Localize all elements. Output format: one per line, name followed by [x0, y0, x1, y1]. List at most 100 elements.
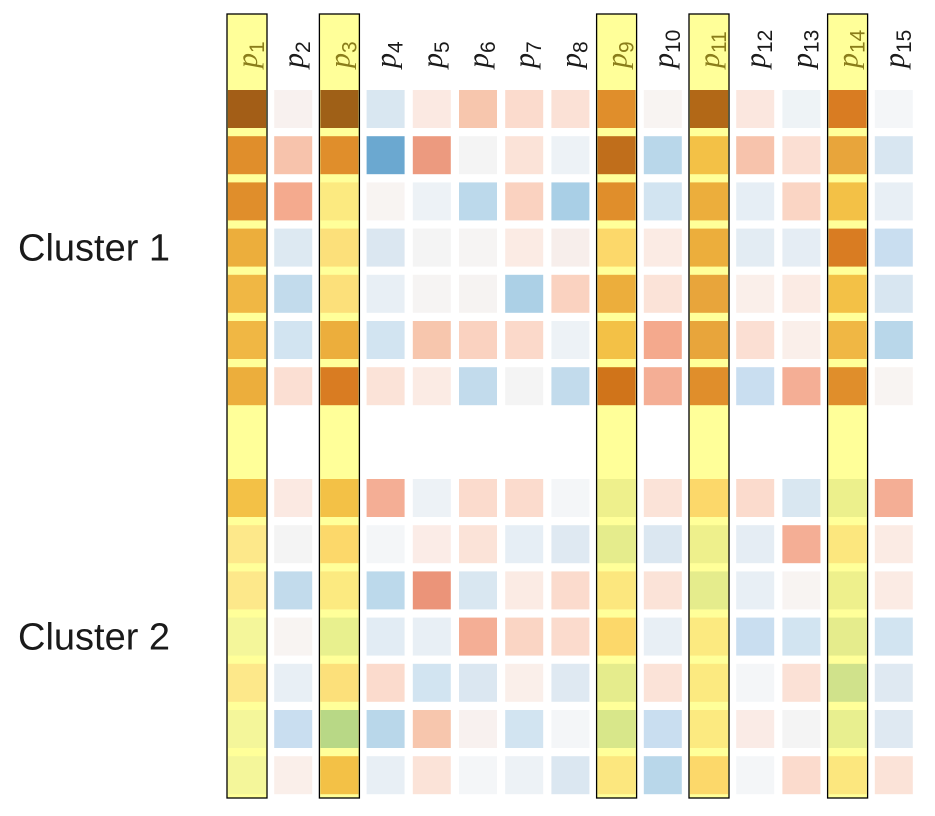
column-label-p7: p7 — [508, 41, 546, 70]
heatmap-cell — [643, 182, 682, 221]
heatmap-cell — [828, 182, 867, 221]
heatmap-cell — [505, 274, 544, 313]
heatmap-cell — [366, 617, 405, 656]
heatmap-cell — [828, 571, 867, 610]
heatmap-cell — [320, 617, 359, 656]
heatmap-cell — [412, 321, 451, 359]
heatmap-cell — [690, 617, 728, 656]
column-label-p3: p3 — [323, 41, 361, 70]
heatmap-cell — [412, 182, 451, 221]
heatmap-cell — [505, 571, 544, 610]
heatmap-cell — [551, 228, 590, 267]
heatmap-cell — [320, 228, 359, 267]
heatmap-cell — [782, 617, 821, 656]
heatmap-cell — [228, 321, 266, 359]
heatmap-cell — [736, 479, 775, 517]
heatmap-cell — [874, 479, 913, 517]
heatmap-cell — [690, 90, 728, 128]
heatmap-cell — [274, 617, 313, 656]
heatmap-cell — [459, 663, 497, 702]
column-label-p1: p1 — [231, 41, 269, 70]
heatmap-cell — [597, 710, 636, 748]
heatmap-cell — [366, 663, 405, 702]
heatmap-cell — [736, 571, 775, 610]
heatmap-cell — [412, 756, 451, 795]
heatmap-cell — [874, 274, 913, 313]
heatmap-cell — [597, 571, 636, 610]
heatmap-cell — [274, 228, 313, 267]
heatmap-cell — [228, 617, 266, 656]
heatmap-cell — [828, 228, 867, 267]
heatmap-cell — [690, 663, 728, 702]
heatmap-cell — [274, 571, 313, 610]
heatmap-cell — [366, 479, 405, 517]
highlight-outline-p1 — [226, 13, 268, 799]
heatmap-cell — [412, 571, 451, 610]
heatmap-cell — [828, 710, 867, 748]
heatmap-cell — [643, 90, 682, 128]
heatmap-cell — [643, 228, 682, 267]
heatmap-cell — [228, 525, 266, 564]
heatmap-cell — [274, 663, 313, 702]
cluster-label: Cluster 1 — [18, 228, 170, 270]
heatmap-cell — [828, 367, 867, 406]
column-label-p14: p14 — [832, 29, 870, 70]
heatmap-cell — [274, 136, 313, 175]
heatmap-cell — [320, 182, 359, 221]
heatmap-cell — [320, 663, 359, 702]
heatmap-cell — [782, 479, 821, 517]
heatmap-cell — [736, 90, 775, 128]
column-label-p5: p5 — [416, 41, 454, 70]
heatmap-cell — [736, 525, 775, 564]
heatmap-cell — [597, 367, 636, 406]
heatmap-cell — [551, 479, 590, 517]
heatmap-cell — [320, 756, 359, 795]
heatmap-cell — [643, 617, 682, 656]
heatmap-cell — [412, 525, 451, 564]
heatmap-cell — [320, 571, 359, 610]
cluster-labels: Cluster 1 Cluster 2 — [18, 228, 170, 659]
heatmap-cell — [551, 710, 590, 748]
heatmap-cell — [782, 756, 821, 795]
heatmap-cell — [551, 525, 590, 564]
heatmap-cell — [459, 617, 497, 656]
heatmap-cell — [782, 182, 821, 221]
heatmap-cell — [551, 756, 590, 795]
heatmap-cell — [274, 479, 313, 517]
heatmap-cell — [874, 525, 913, 564]
heatmap-cell — [366, 710, 405, 748]
heatmap-cell — [412, 710, 451, 748]
heatmap-cell — [274, 756, 313, 795]
heatmap-cell — [782, 571, 821, 610]
heatmap-cell — [597, 321, 636, 359]
heatmap-cell — [505, 756, 544, 795]
heatmap-cell — [874, 617, 913, 656]
highlight-outline-p14 — [826, 13, 869, 799]
heatmap-cell — [320, 321, 359, 359]
heatmap-cell — [828, 663, 867, 702]
heatmap-cell — [505, 710, 544, 748]
heatmap-cell — [597, 617, 636, 656]
heatmap-cell — [505, 479, 544, 517]
heatmap-cell — [274, 90, 313, 128]
column-label-p12: p12 — [739, 30, 777, 70]
heatmap-cell — [690, 136, 728, 175]
heatmap-cell — [459, 182, 497, 221]
heatmap-cell — [366, 525, 405, 564]
heatmap-cell — [828, 617, 867, 656]
heatmap-cell — [274, 710, 313, 748]
heatmap-cell — [690, 479, 728, 517]
heatmap-cell — [320, 525, 359, 564]
heatmap-cell — [551, 367, 590, 406]
highlight-outline-p3 — [318, 13, 361, 799]
heatmap-cell — [459, 756, 497, 795]
heatmap-cell — [643, 663, 682, 702]
heatmap-cell — [366, 228, 405, 267]
heatmap-cell — [736, 136, 775, 175]
heatmap-cell — [736, 710, 775, 748]
highlight-outline-p11 — [688, 13, 730, 799]
heatmap-cell — [412, 274, 451, 313]
heatmap-cell — [551, 274, 590, 313]
